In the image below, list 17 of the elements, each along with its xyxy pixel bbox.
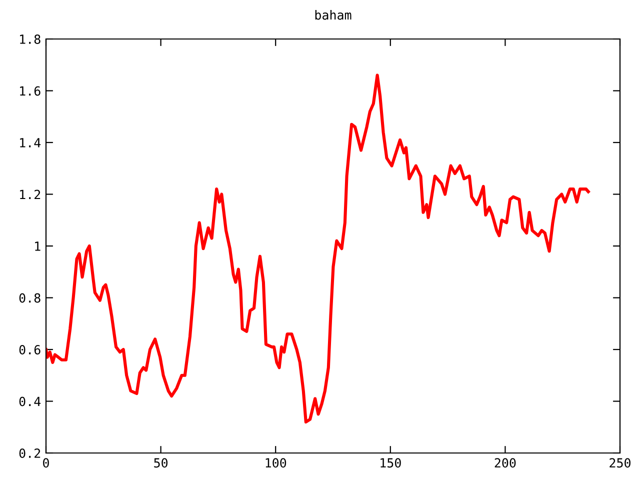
x-tick-label: 100 (266, 458, 286, 468)
line-series (46, 74, 590, 424)
y-tick-label: 0.6 (19, 345, 40, 354)
x-tick-label: 150 (380, 458, 401, 468)
y-tick-label: 0.8 (19, 293, 40, 303)
x-tick-label: 50 (154, 458, 168, 468)
chart-title: baham (315, 10, 352, 20)
x-tick-label: 200 (494, 458, 516, 468)
y-tick-label: 1 (35, 242, 40, 251)
y-tick-label: 1.6 (20, 86, 40, 96)
y-tick-label: 1.8 (20, 34, 40, 44)
y-tick-label: 1.2 (20, 190, 40, 200)
y-tick-label: 0.4 (19, 396, 41, 406)
y-tick-label: 0.2 (19, 448, 40, 458)
y-tick-label: 1.4 (20, 138, 41, 148)
x-tick-label: 0 (43, 458, 49, 468)
x-tick-label: 250 (610, 458, 630, 468)
